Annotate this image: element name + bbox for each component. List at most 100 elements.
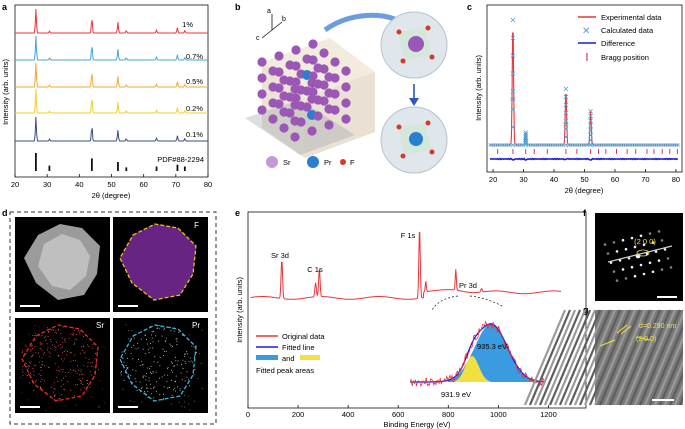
calculated-marker	[510, 53, 516, 58]
sr-signal-dot	[37, 352, 39, 354]
pr-signal-dot	[201, 329, 203, 331]
sr-signal-dot	[83, 345, 85, 347]
sr-signal-dot	[78, 330, 80, 332]
pr-signal-dot	[174, 356, 176, 358]
sr-signal-dot	[92, 344, 94, 346]
pr-signal-dot	[161, 376, 163, 378]
pr-signal-dot	[145, 353, 147, 355]
zoom-sr-atom	[408, 36, 424, 52]
pr-signal-dot	[124, 372, 126, 374]
sr-signal-dot	[90, 371, 91, 373]
sr-atom	[279, 123, 289, 133]
sr-atom	[330, 89, 340, 99]
pr-signal-dot	[176, 364, 178, 366]
calculated-marker	[676, 143, 681, 147]
sr-signal-dot	[60, 379, 62, 381]
lattice-fringe	[523, 309, 567, 406]
x-tick-label: 70	[641, 175, 649, 184]
pr-signal-dot	[176, 338, 178, 340]
pr-signal-dot	[177, 360, 179, 362]
sr-signal-dot	[93, 366, 95, 368]
sr-signal-dot	[30, 350, 32, 352]
pr-signal-dot	[169, 326, 171, 328]
saed-spot	[651, 270, 655, 274]
pr-signal-dot	[172, 371, 174, 373]
sr-signal-dot	[40, 375, 42, 376]
calculated-marker	[523, 133, 528, 139]
pr-signal-dot	[171, 369, 173, 371]
inset-link-right	[469, 295, 503, 307]
sr-signal-dot	[22, 350, 23, 352]
legend-pr-label: Pr	[324, 158, 332, 167]
sr-signal-dot	[86, 380, 88, 382]
sr-signal-dot	[67, 371, 69, 373]
sr-signal-dot	[64, 372, 66, 374]
sr-signal-dot	[30, 361, 32, 362]
panel-label-g: g	[583, 305, 589, 315]
saed-spot	[615, 279, 619, 282]
sr-signal-dot	[31, 355, 33, 357]
saed-spot	[654, 250, 658, 253]
trace-label-0-1: 0.1%	[186, 130, 203, 139]
lattice-right-face	[305, 72, 375, 158]
sr-atom	[341, 114, 351, 124]
sr-signal-dot	[30, 349, 32, 351]
sr-signal-dot	[29, 365, 31, 367]
hrtem-d-spacing: d=0.290 nm	[639, 323, 676, 330]
sr-signal-dot	[91, 366, 93, 367]
sr-signal-dot	[75, 384, 77, 386]
sr-signal-dot	[82, 373, 84, 375]
pr-signal-dot	[184, 401, 186, 403]
pr-signal-dot	[189, 385, 191, 387]
panel-a-xlabel: 2θ (degree)	[92, 191, 131, 200]
x-tick-label: 1000	[490, 410, 507, 419]
sr-signal-dot	[59, 344, 61, 346]
sr-signal-dot	[81, 381, 83, 383]
legend-calculated-mark: ✕	[582, 26, 590, 37]
sr-atom	[257, 105, 267, 115]
sr-signal-dot	[74, 338, 76, 340]
x-tick-label: 20	[489, 175, 497, 184]
pr-signal-dot	[166, 380, 168, 382]
sr-signal-dot	[46, 343, 48, 345]
saed-highlight-ring	[636, 249, 650, 257]
calculated-marker	[561, 143, 565, 147]
pr-signal-dot	[159, 394, 161, 395]
legend-difference-label: Difference	[601, 39, 635, 48]
x-tick-label: 1200	[540, 410, 557, 419]
sr-signal-dot	[62, 383, 64, 385]
calculated-marker	[510, 71, 516, 76]
sr-signal-dot	[104, 402, 106, 404]
sr-signal-dot	[72, 334, 74, 336]
pr-signal-dot	[152, 387, 154, 389]
pr-signal-dot	[174, 380, 176, 382]
pr-signal-dot	[170, 330, 172, 332]
pr-signal-dot	[139, 381, 141, 383]
sr-atom	[319, 80, 329, 90]
sr-signal-dot	[48, 351, 50, 353]
calculated-marker	[512, 97, 516, 101]
pr-signal-dot	[157, 361, 159, 363]
pr-signal-dot	[167, 367, 169, 369]
panel-e-ylabel: Intensity (arb. units)	[235, 277, 244, 343]
pr-signal-dot	[145, 379, 147, 381]
panel-c-xlabel: 2θ (degree)	[565, 186, 604, 195]
pr-signal-dot	[159, 356, 161, 358]
sr-signal-dot	[70, 352, 72, 354]
panel-b: a b c	[245, 8, 448, 174]
saed-spot	[660, 239, 664, 242]
pr-signal-dot	[155, 335, 157, 337]
lattice-fringe	[548, 309, 592, 406]
sr-signal-dot	[58, 355, 60, 357]
legend-blue-area	[256, 355, 278, 360]
pr-signal-dot	[146, 339, 147, 340]
panel-label-a: a	[2, 2, 8, 12]
pr-signal-dot	[165, 350, 167, 352]
sr-signal-dot	[41, 379, 43, 381]
sr-signal-dot	[96, 363, 97, 365]
sr-signal-dot	[32, 407, 34, 409]
pr-signal-dot	[186, 351, 188, 353]
fit-area-935	[447, 324, 539, 382]
saed-spot	[621, 268, 625, 271]
